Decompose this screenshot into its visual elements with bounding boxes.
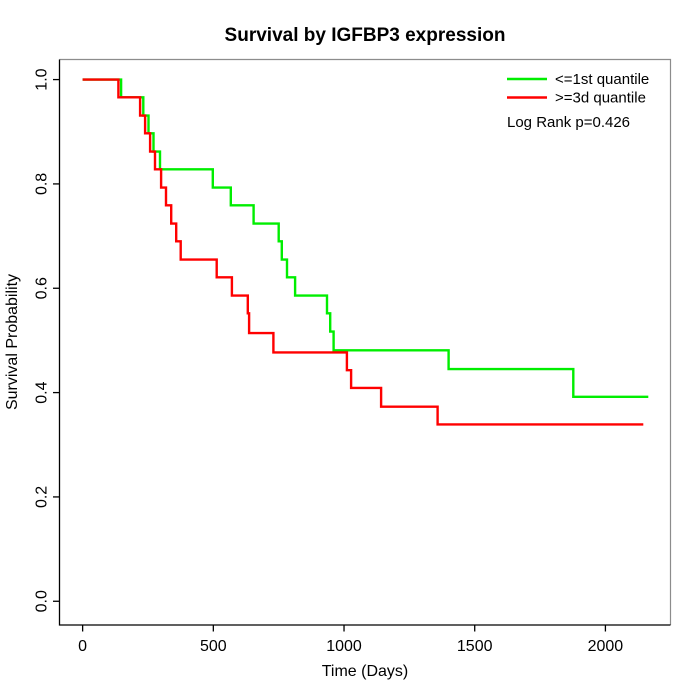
y-tick-label: 0.0 [34,590,51,612]
plot-box-top-right-border [59,58,672,625]
survival-curve-first-quantile [82,78,649,398]
chart-title: Survival by IGFBP3 expression [225,25,506,46]
x-tick-label: 500 [200,638,227,655]
y-tick-label: 1.0 [34,68,51,90]
survival-curves [82,78,649,426]
x-tick-label: 1000 [326,638,362,655]
x-tick-label: 0 [78,638,87,655]
legend-label-third-quantile: >=3d quantile [555,90,646,107]
logrank-pvalue-label: Log Rank p=0.426 [507,114,630,131]
legend-label-first-quantile: <=1st quantile [555,71,649,88]
x-axis-ticks: 0 500 1000 1500 2000 [78,625,623,655]
y-tick-label: 0.2 [34,486,51,508]
y-tick-label: 0.8 [34,173,51,195]
legend: <=1st quantile >=3d quantile Log Rank p=… [507,71,649,131]
y-tick-label: 0.6 [34,277,51,299]
x-tick-label: 2000 [588,638,624,655]
x-axis-label: Time (Days) [322,663,409,680]
plot-box-axis-lines [58,59,671,626]
x-tick-label: 1500 [457,638,493,655]
y-tick-label: 0.4 [34,381,51,403]
y-axis-ticks: 0.0 0.2 0.4 0.6 0.8 1.0 [34,68,60,612]
y-axis-label: Survival Probability [4,274,21,410]
survival-curve-third-quantile [82,78,644,426]
